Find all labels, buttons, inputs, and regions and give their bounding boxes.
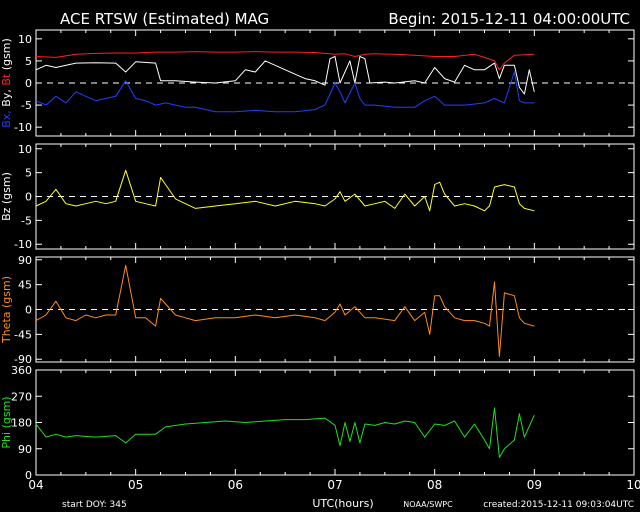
- y-axis-label: Phi (gsm): [0, 396, 13, 448]
- y-tick-label: 5: [25, 167, 32, 180]
- x-tick-label: 09: [527, 478, 542, 492]
- y-tick-label: 0: [25, 469, 32, 482]
- y-axis-label: Bz (gsm): [0, 172, 13, 221]
- y-tick-label: 90: [18, 254, 32, 267]
- y-tick-label: -5: [21, 214, 32, 227]
- y-tick-label: -45: [14, 328, 32, 341]
- y-axis-label-part: Phi (gsm): [0, 396, 13, 448]
- y-tick-label: 45: [18, 279, 32, 292]
- y-tick-label: 10: [18, 33, 32, 46]
- y-tick-label: 0: [25, 304, 32, 317]
- series-by-line: [35, 56, 535, 95]
- source-label: NOAA/SWPC: [403, 500, 453, 509]
- x-tick-label: 07: [327, 478, 342, 492]
- y-tick-label: 90: [18, 443, 32, 456]
- series-bt-line: [35, 51, 535, 71]
- x-tick-label: 05: [128, 478, 143, 492]
- x-tick-label: 06: [228, 478, 243, 492]
- y-axis-label-part: Bt: [0, 73, 13, 89]
- y-tick-label: 360: [11, 364, 32, 377]
- x-tick-label: 04: [28, 478, 43, 492]
- y-axis-label: Theta (gsm): [0, 276, 13, 344]
- y-tick-label: 10: [18, 143, 32, 156]
- start-doy: start DOY: 345: [62, 500, 127, 510]
- y-tick-label: 5: [25, 55, 32, 68]
- y-tick-label: -10: [14, 238, 32, 251]
- x-tick-labels: 04 05 06 07 08 09 10: [28, 478, 640, 492]
- y-axis-label-part: By,: [0, 89, 13, 110]
- y-axis-label-part: Bx,: [0, 110, 13, 128]
- x-tick-label: 08: [427, 478, 442, 492]
- y-tick-label: -10: [14, 121, 32, 134]
- panel-2: 10 5 0 -5 -10 Bz (gsm): [0, 143, 635, 251]
- series-bx-line: [35, 71, 535, 113]
- y-tick-label: 0: [25, 77, 32, 90]
- created-time: created:2015-12-11 09:03:04UTC: [483, 500, 634, 510]
- begin-time: Begin: 2015-12-11 04:00:00UTC: [388, 10, 630, 28]
- x-axis-label: UTC(hours): [312, 497, 373, 510]
- y-tick-label: 0: [25, 191, 32, 204]
- y-tick-label: -90: [14, 353, 32, 366]
- y-tick-label: -5: [21, 99, 32, 112]
- y-tick-label: 270: [11, 390, 32, 403]
- chart-title: ACE RTSW (Estimated) MAG: [60, 10, 269, 28]
- y-axis-label-part: (gsm): [0, 38, 13, 74]
- y-axis-label: Bx, By, Bt (gsm): [0, 38, 13, 128]
- series-theta-line: [35, 264, 535, 357]
- series-bz-line: [35, 169, 535, 212]
- y-axis-label-part: Theta (gsm): [0, 276, 13, 344]
- series-phi-line: [35, 407, 535, 458]
- y-axis-label-part: Bz (gsm): [0, 172, 13, 221]
- y-tick-label: 180: [11, 417, 32, 430]
- panel-4: 360 270 180 90 0 Phi (gsm): [0, 364, 635, 482]
- x-tick-label: 10: [626, 478, 640, 492]
